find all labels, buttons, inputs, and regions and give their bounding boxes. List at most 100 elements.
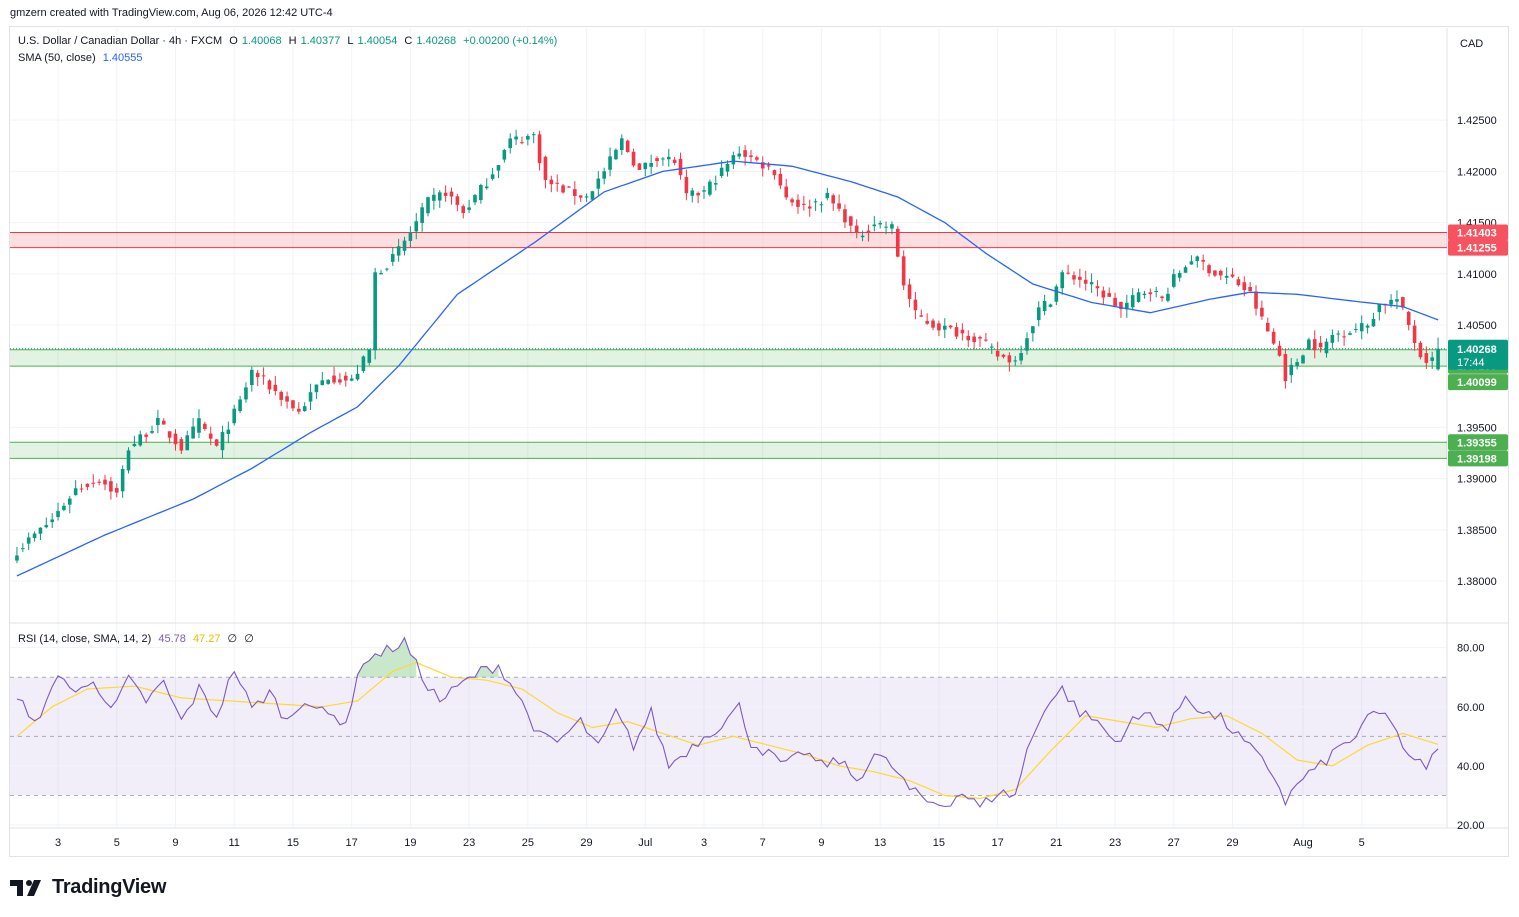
candle-up xyxy=(250,369,254,386)
candle-down xyxy=(109,481,113,492)
candle-up xyxy=(1295,362,1299,367)
candle-up xyxy=(479,184,483,201)
candle-down xyxy=(678,158,683,176)
candle-up xyxy=(191,426,195,439)
candle-down xyxy=(1207,265,1211,274)
zone-label-bottom-bg xyxy=(1448,374,1508,391)
currency-label[interactable]: CAD xyxy=(1460,38,1484,50)
candle-down xyxy=(984,339,988,341)
candle-down xyxy=(901,256,906,286)
candle-down xyxy=(279,391,283,400)
candle-down xyxy=(343,375,348,381)
candle-down xyxy=(672,159,677,164)
candle-up xyxy=(825,192,830,199)
candle-up xyxy=(138,434,143,446)
candle-down xyxy=(103,479,107,485)
candle-up xyxy=(197,418,201,433)
close-value: 1.40268 xyxy=(416,35,457,47)
candle-up xyxy=(602,171,606,179)
candle-down xyxy=(866,230,871,233)
candle-up xyxy=(473,195,477,203)
candle-down xyxy=(1230,274,1235,277)
last-price-label-bg xyxy=(1448,339,1508,370)
candle-up xyxy=(1371,318,1376,327)
candle-down xyxy=(931,320,935,328)
time-tick-label: 29 xyxy=(580,837,592,849)
candle-up xyxy=(490,174,495,179)
chart-creator-caption: gmzern created with TradingView.com, Aug… xyxy=(10,7,333,19)
zone-label-top-bg xyxy=(1448,434,1508,451)
candle-up xyxy=(737,153,742,157)
candle-down xyxy=(555,182,559,184)
tradingview-logo[interactable]: TradingView xyxy=(10,876,166,899)
price-tick-label: 1.38500 xyxy=(1457,525,1497,537)
candle-down xyxy=(631,151,636,166)
support-zone xyxy=(10,442,1447,459)
candle-up xyxy=(1136,292,1141,302)
candle-up xyxy=(402,240,407,251)
symbol-name: U.S. Dollar / Canadian Dollar · 4h · FXC… xyxy=(18,35,223,47)
candle-up xyxy=(713,183,718,185)
candle-up xyxy=(1354,328,1358,330)
candle-down xyxy=(972,336,976,343)
candle-down xyxy=(749,155,753,158)
candle-down xyxy=(1101,290,1106,298)
rsi-ma-line xyxy=(16,661,1439,800)
candle-down xyxy=(1260,307,1264,317)
candle-up xyxy=(355,373,360,380)
candle-up xyxy=(120,469,125,492)
candle-down xyxy=(907,284,912,299)
candle-down xyxy=(1248,286,1252,292)
logo-text: TradingView xyxy=(52,876,167,898)
candle-up xyxy=(890,224,894,229)
sma-label: SMA (50, close) xyxy=(18,52,96,64)
candle-down xyxy=(960,329,965,334)
candle-up xyxy=(44,525,49,528)
candle-up xyxy=(1359,323,1364,332)
candle-up xyxy=(1330,334,1335,343)
candle-up xyxy=(390,254,395,262)
candle-down xyxy=(1218,270,1223,276)
price-tick-label: 1.42000 xyxy=(1457,166,1497,178)
time-axis: 3 5 9 11 15 17 19 23 25 29 Jul 3 7 9 13 15 17 21 23 27 29 Aug… xyxy=(55,837,1365,849)
candle-up xyxy=(379,273,383,275)
zone-label-bottom-bg xyxy=(1448,239,1508,256)
candle-up xyxy=(1336,333,1341,335)
candle-up xyxy=(1048,304,1053,307)
candle-down xyxy=(85,483,90,487)
time-tick-label: 7 xyxy=(760,837,766,849)
candle-down xyxy=(161,420,166,425)
time-tick-label: 15 xyxy=(287,837,299,849)
time-tick-label: Jul xyxy=(638,837,652,849)
candle-up xyxy=(408,232,413,241)
candle-up xyxy=(185,435,190,451)
time-tick-label: 15 xyxy=(933,837,945,849)
time-tick-label: 19 xyxy=(404,837,416,849)
low-value: 1.40054 xyxy=(357,35,398,47)
price-tick-label: 1.39500 xyxy=(1457,422,1497,434)
candle-up xyxy=(584,196,589,198)
time-tick-label: 17 xyxy=(992,837,1004,849)
candle-down xyxy=(1406,311,1411,325)
candle-up xyxy=(649,162,653,167)
candle-down xyxy=(655,158,659,162)
candle-down xyxy=(1342,336,1346,338)
last-price-label: 1.40268 xyxy=(1457,344,1497,356)
candle-down xyxy=(567,186,571,188)
resistance-zone xyxy=(10,232,1447,248)
candle-down xyxy=(1412,325,1417,344)
candle-up xyxy=(420,207,424,223)
candle-up xyxy=(56,511,60,518)
bar-countdown-label: 17:44 xyxy=(1457,357,1485,369)
candle-down xyxy=(273,384,278,391)
price-tick-label: 1.39000 xyxy=(1457,474,1497,486)
time-tick-label: 13 xyxy=(874,837,886,849)
candle-down xyxy=(948,325,953,328)
candle-up xyxy=(619,138,624,150)
high-value: 1.40377 xyxy=(300,35,341,47)
candle-down xyxy=(1148,292,1153,295)
candle-up xyxy=(73,488,78,496)
candle-up xyxy=(1125,302,1129,310)
candle-down xyxy=(91,482,96,484)
